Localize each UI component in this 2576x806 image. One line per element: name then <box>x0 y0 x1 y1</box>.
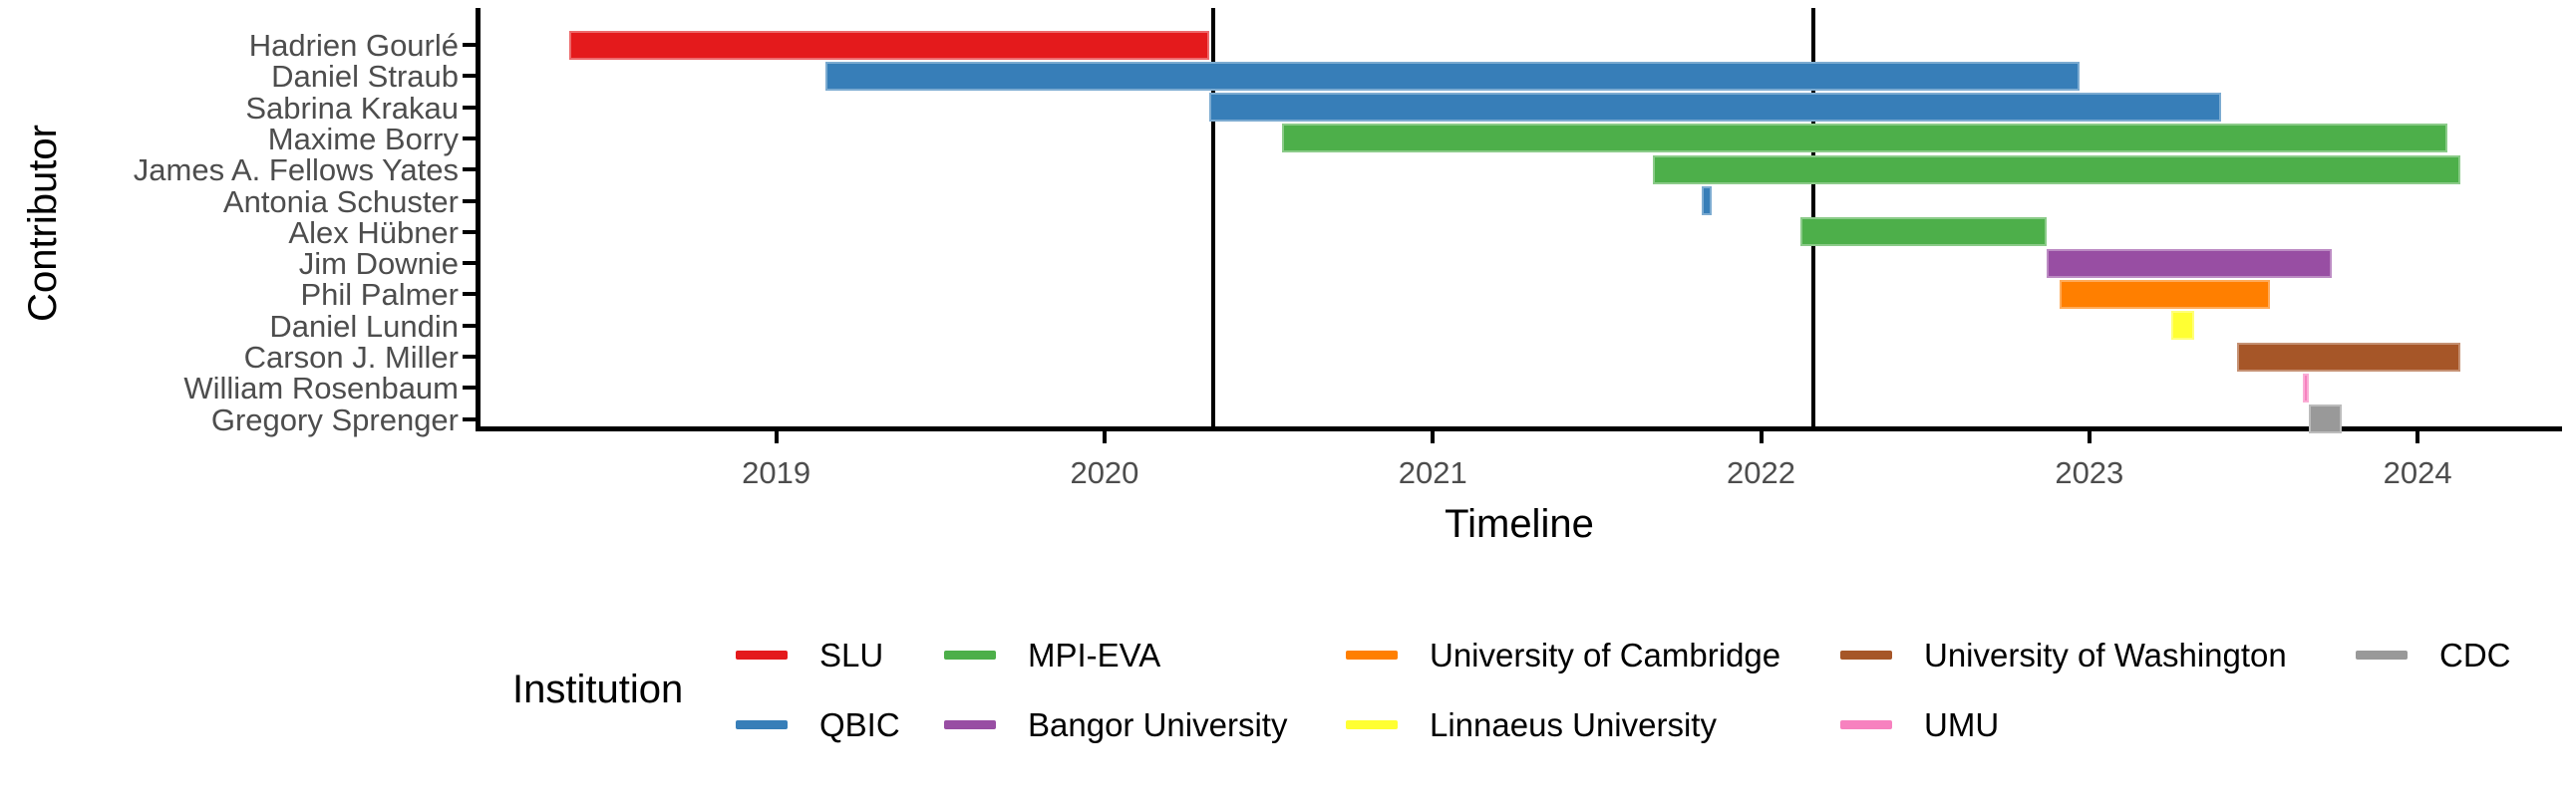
legend-label: CDC <box>2439 637 2511 673</box>
x-axis-tick <box>2087 430 2092 443</box>
chart-panel <box>476 8 2562 431</box>
contributor-label: Maxime Borry <box>267 121 459 156</box>
contributor-label: Gregory Sprenger <box>210 402 459 437</box>
gantt-bar <box>2047 248 2333 278</box>
legend-key <box>1346 720 1398 729</box>
y-axis-tick <box>463 105 476 110</box>
gantt-bar <box>569 30 1210 60</box>
gantt-bar <box>1800 217 2047 247</box>
legend-key <box>944 720 996 729</box>
y-axis-tick <box>463 323 476 328</box>
x-axis-tick-label: 2024 <box>2383 455 2452 490</box>
y-axis-tick <box>463 292 476 297</box>
y-axis-tick <box>463 198 476 203</box>
legend-label: University of Washington <box>1924 637 2287 673</box>
y-axis-tick <box>463 167 476 172</box>
contributor-label: James A. Fellows Yates <box>133 152 459 188</box>
contributor-label: Daniel Straub <box>271 59 459 95</box>
x-axis-tick <box>1759 430 1764 443</box>
gantt-bar <box>1209 93 2221 123</box>
contributor-label: Antonia Schuster <box>222 183 459 219</box>
y-axis-tick <box>463 261 476 266</box>
contributor-label: Sabrina Krakau <box>245 90 459 126</box>
x-axis-tick-label: 2020 <box>1070 455 1139 490</box>
x-axis-tick-label: 2022 <box>1727 455 1795 490</box>
legend-label: UMU <box>1924 706 2000 743</box>
y-axis-tick <box>463 135 476 140</box>
y-axis-tick <box>463 355 476 359</box>
legend-key <box>1840 720 1892 729</box>
gantt-bar <box>1702 186 1713 215</box>
x-axis-tick <box>1102 430 1107 443</box>
gantt-bar <box>2309 404 2343 434</box>
contributor-label: Phil Palmer <box>300 277 460 313</box>
x-axis-title: Timeline <box>1445 502 1594 546</box>
contributor-label: Hadrien Gourlé <box>248 28 459 63</box>
legend-key <box>1346 651 1398 660</box>
x-axis-tick-label: 2019 <box>742 455 811 490</box>
gantt-bar <box>825 61 2080 91</box>
contributor-label: Jim Downie <box>298 246 459 282</box>
y-axis-tick <box>463 416 476 421</box>
legend-label: MPI-EVA <box>1028 637 1161 673</box>
gantt-bar <box>1281 124 2447 153</box>
x-axis-tick-label: 2023 <box>2055 455 2124 490</box>
legend-label: SLU <box>819 637 884 673</box>
x-axis-tick <box>2415 430 2420 443</box>
contributor-label: Carson J. Miller <box>243 340 459 375</box>
legend-label: QBIC <box>819 706 900 743</box>
y-axis-tick <box>463 74 476 79</box>
gantt-bar <box>2171 311 2195 341</box>
legend-key <box>736 720 788 729</box>
gantt-bar <box>1652 154 2460 184</box>
event-line <box>1210 8 1215 428</box>
contributor-label: Daniel Lundin <box>269 308 459 344</box>
x-axis-tick <box>1431 430 1436 443</box>
gantt-bar <box>2302 373 2310 403</box>
contributor-label: William Rosenbaum <box>183 371 459 406</box>
x-axis-tick <box>774 430 779 443</box>
legend-label: University of Cambridge <box>1430 637 1781 673</box>
gantt-bar <box>2237 342 2460 372</box>
legend-label: Linnaeus University <box>1430 706 1717 743</box>
legend-label: Bangor University <box>1028 706 1288 743</box>
x-axis-tick-label: 2021 <box>1398 455 1467 490</box>
legend-key <box>944 651 996 660</box>
legend-key <box>2356 651 2408 660</box>
legend-key <box>1840 651 1892 660</box>
y-axis-tick <box>463 386 476 391</box>
y-axis-tick <box>463 229 476 234</box>
gantt-bar <box>2060 279 2270 309</box>
legend-key <box>736 651 788 660</box>
legend-title: Institution <box>512 668 684 711</box>
y-axis-tick <box>463 43 476 47</box>
contributor-label: Alex Hübner <box>288 214 459 250</box>
